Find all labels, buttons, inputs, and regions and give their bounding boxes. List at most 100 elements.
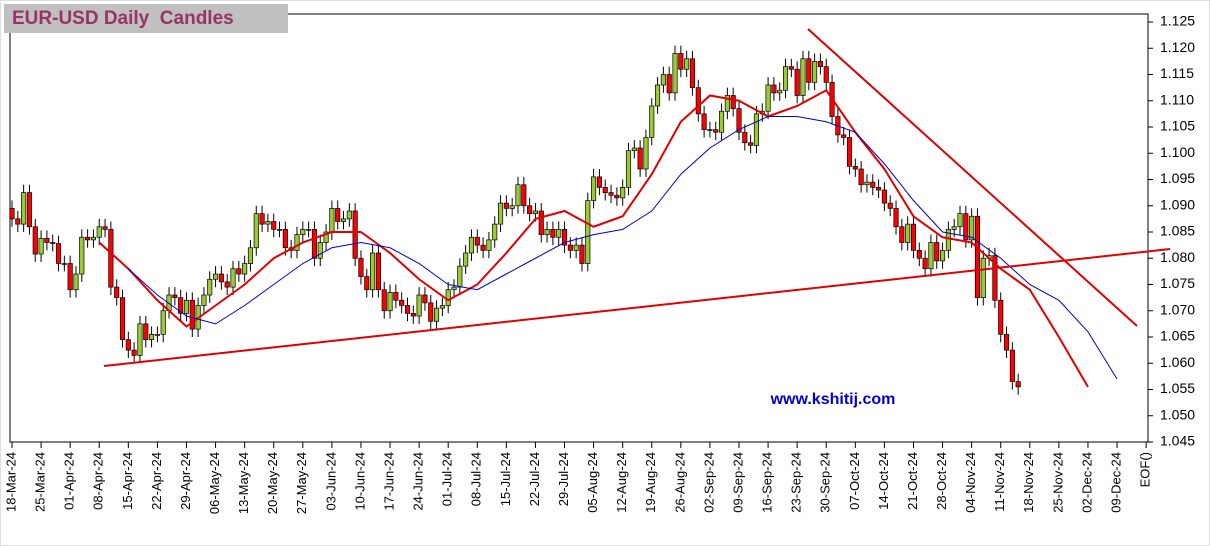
x-tick-label: 29-Apr-24 [178, 452, 193, 510]
candle-body [114, 286, 120, 298]
y-tick-label: 1.080 [1160, 249, 1195, 265]
candle-body [910, 223, 917, 251]
candle-body [963, 213, 969, 241]
candle-body [236, 268, 242, 275]
candle-body [160, 310, 166, 335]
candle-body [149, 334, 155, 340]
candle-body [951, 226, 957, 230]
candle-body [922, 257, 928, 270]
candle-body [189, 299, 195, 330]
candle-body [893, 208, 899, 228]
candle-body [701, 113, 707, 130]
candle-body [928, 242, 934, 270]
candle-body [846, 137, 853, 167]
candle-body [957, 213, 963, 228]
x-tick-label: 08-Jul-24 [469, 452, 484, 506]
candle-body [666, 74, 672, 94]
candle-body [992, 255, 998, 301]
candle-body [428, 302, 434, 322]
candle-body [998, 299, 1004, 335]
candle-body [969, 215, 975, 241]
candle-body [899, 226, 905, 243]
candle-body [340, 218, 347, 222]
candle-body [178, 297, 184, 314]
x-tick-label: 28-Oct-24 [934, 452, 949, 510]
candle-body [154, 334, 160, 336]
x-tick-label: 15-Jul-24 [498, 452, 513, 506]
x-tick-label: 13-May-24 [236, 452, 251, 514]
candle-body [61, 263, 67, 265]
x-tick-label: 27-May-24 [294, 452, 309, 514]
candle-body [655, 84, 661, 107]
candle-body [771, 84, 777, 94]
candle-body [823, 66, 829, 83]
candle-body [404, 305, 411, 314]
candle-body [474, 236, 480, 246]
candle-body [399, 299, 405, 306]
candle-body [602, 187, 608, 193]
candle-body [678, 53, 684, 70]
candle-body [387, 292, 393, 312]
plot-frame [9, 13, 1149, 443]
candle-body [300, 229, 306, 235]
candle-body [259, 213, 265, 225]
candle-body [323, 231, 329, 243]
candle-body [370, 252, 376, 291]
candle-body [794, 68, 800, 96]
candle-body [108, 229, 114, 288]
x-tick-label: 02-Sep-24 [701, 452, 716, 513]
x-tick-label: 12-Aug-24 [614, 452, 629, 513]
x-tick-label: 22-Jul-24 [527, 452, 542, 506]
x-tick-label: 30-Sep-24 [818, 452, 833, 513]
x-tick-label: 04-Nov-24 [963, 452, 978, 513]
candle-body [201, 294, 207, 306]
trend-line [103, 248, 1171, 367]
candle-body [940, 250, 946, 262]
candle-body [457, 265, 463, 288]
candle-body [852, 166, 858, 170]
title-box [4, 4, 288, 33]
candle-body [591, 176, 597, 201]
candle-body [649, 105, 655, 138]
x-tick-label: 20-May-24 [265, 452, 280, 514]
candle-body [375, 252, 381, 291]
candle-body [730, 95, 736, 109]
candle-body [294, 234, 300, 251]
candle-body [311, 229, 317, 259]
x-tick-label: 10-Jun-24 [352, 452, 367, 511]
candle-body [364, 276, 370, 291]
candle-body [870, 181, 876, 188]
candle-body [579, 244, 585, 264]
candle-body [242, 263, 248, 275]
candle-body [265, 221, 271, 225]
marks [9, 45, 1118, 395]
candle-body [864, 181, 870, 186]
x-tick-label: 02-Dec-24 [1079, 452, 1094, 513]
x-tick-label: 03-Jun-24 [323, 452, 338, 511]
watermark: www.kshitij.com [770, 391, 896, 408]
candle-body [224, 281, 230, 288]
candle-body [748, 142, 754, 146]
candle-body [556, 229, 562, 238]
candle-body [544, 229, 550, 235]
candle-body [172, 294, 178, 298]
candle-body [876, 187, 882, 191]
candle-body [945, 229, 951, 251]
candle-body [765, 84, 771, 112]
candle-body [660, 74, 666, 86]
candle-body [213, 273, 219, 280]
candle-body [497, 202, 504, 225]
candle-body [85, 236, 91, 241]
candle-body [381, 289, 387, 312]
candle-body [509, 205, 515, 209]
candle-body [707, 129, 713, 131]
y-tick-label: 1.060 [1160, 354, 1195, 370]
x-tick-label: 24-Jun-24 [411, 452, 426, 511]
candle-body [486, 239, 492, 251]
y-tick-label: 1.045 [1160, 433, 1195, 449]
candle-body [468, 236, 475, 254]
candle-body [573, 244, 579, 251]
trend-line [807, 28, 1138, 327]
candle-body [1015, 381, 1021, 388]
candle-body [503, 202, 509, 209]
